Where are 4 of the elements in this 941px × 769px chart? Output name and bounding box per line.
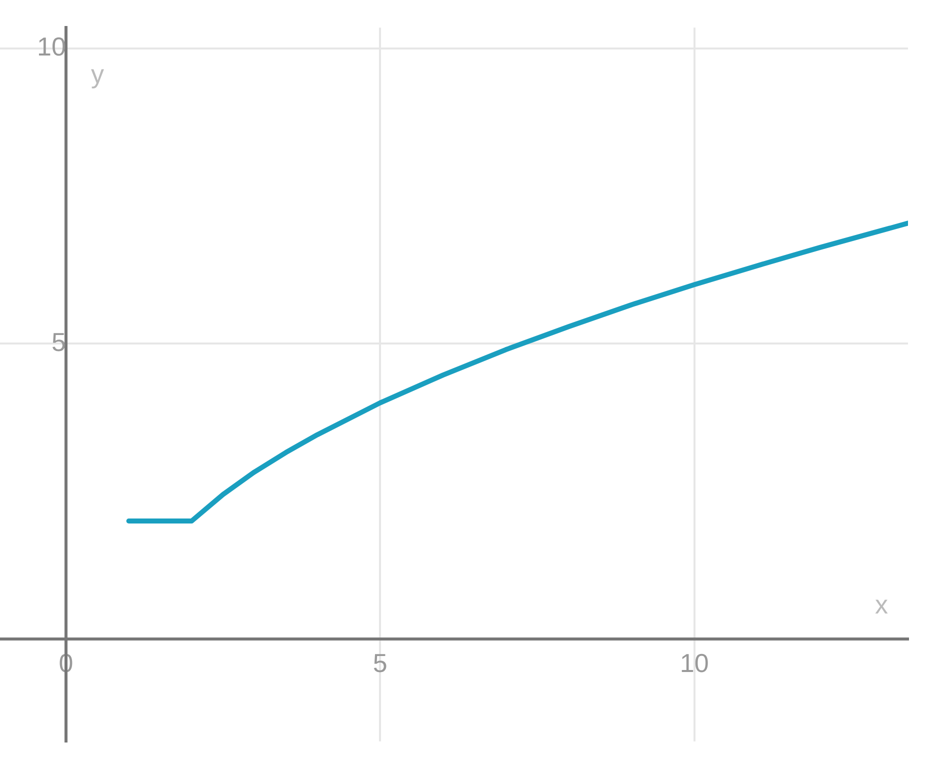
x-tick-label: 5 [372, 648, 388, 678]
x-axis-title: x [875, 589, 888, 620]
y-axis-title: y [90, 58, 104, 89]
x-tick-label: 10 [680, 648, 709, 678]
